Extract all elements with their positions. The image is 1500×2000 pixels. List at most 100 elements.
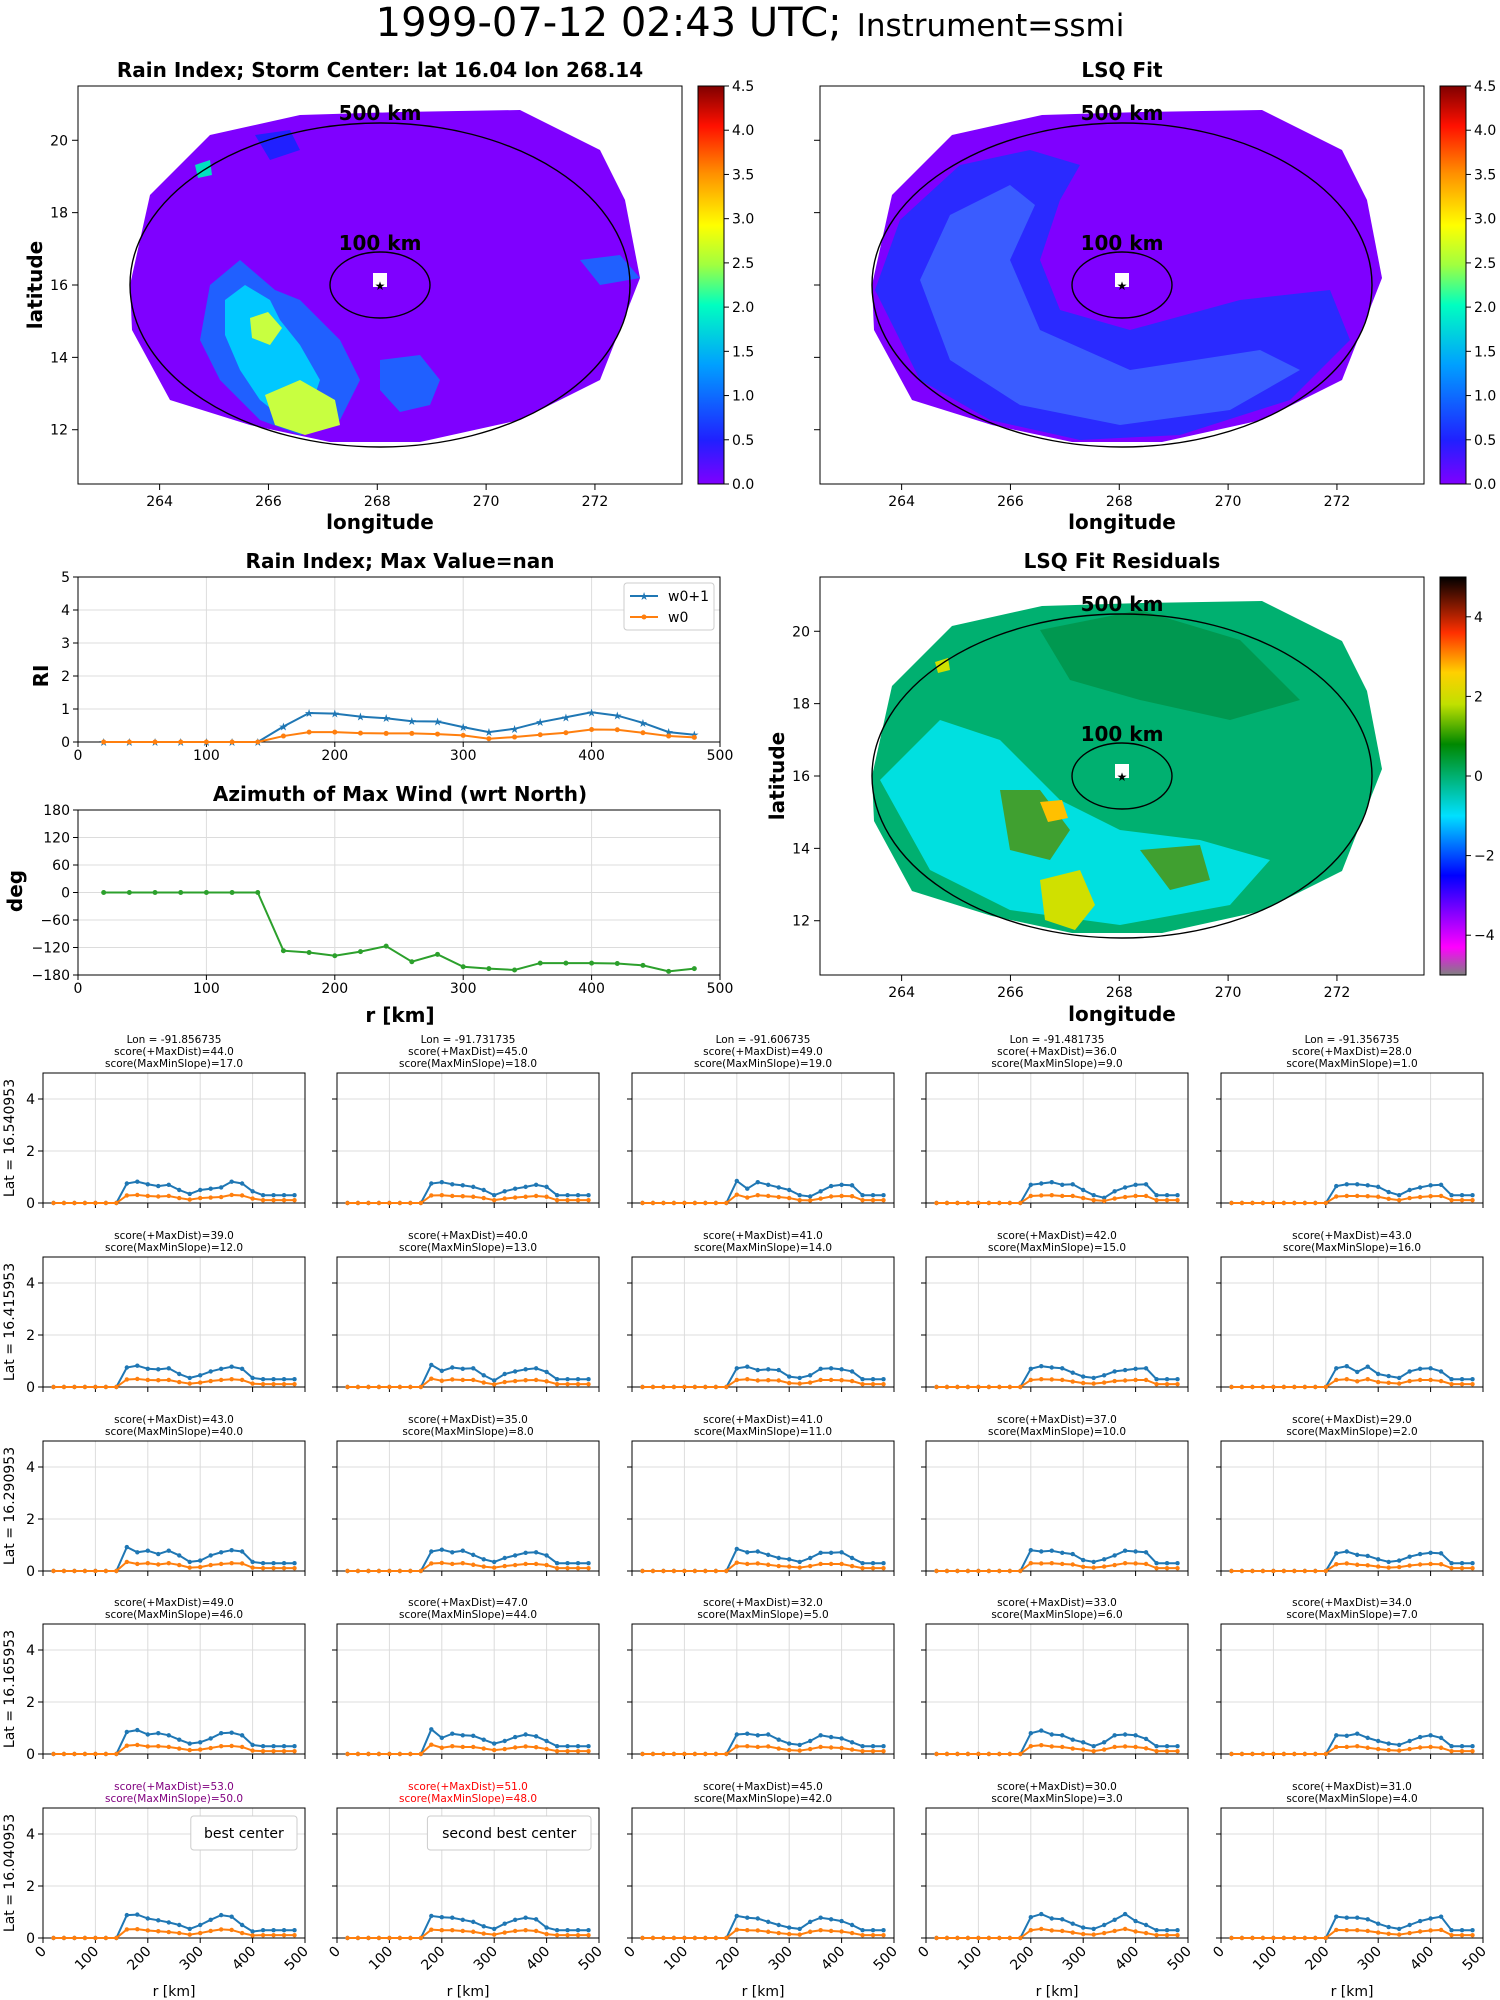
cell-series-w0-point [1122, 1194, 1128, 1200]
cell-series-w0-point [870, 1748, 876, 1754]
cell-series-w0-point [1323, 1935, 1329, 1941]
cell-series-w0-point [965, 1568, 971, 1574]
cell-series-w0p1-point [135, 1550, 140, 1555]
rain-index-series-1-line [103, 728, 695, 743]
cell-series-w0-point [1281, 1384, 1287, 1390]
cell-series-w0p1-point [755, 1916, 760, 1921]
cell-series-w0-point [944, 1751, 950, 1757]
cell-series-w0p1-point [229, 1914, 234, 1919]
candidate-cell: score(+MaxDist)=35.0score(MaxMinSlope)=8… [332, 1414, 600, 1576]
axes-frame [925, 1256, 1189, 1388]
cell-score-text: score(MaxMinSlope)=8.0 [402, 1426, 533, 1438]
cell-series-w0-point [229, 1377, 234, 1382]
azimuth-profile: Azimuth of Max Wind (wrt North) 0 100 200 3… [3, 782, 733, 1027]
rain-patch-far-east [580, 255, 640, 285]
cell-series-w0-point [1101, 1564, 1107, 1569]
cell-series-w0-point [450, 1744, 455, 1749]
cell-series-w0-point [502, 1196, 507, 1201]
cell-series-w0-point [512, 1745, 518, 1750]
cell-series-w0-point [1292, 1200, 1297, 1206]
cell-series-w0p1-point [1154, 1744, 1159, 1749]
cell-series-w0-point [1101, 1380, 1107, 1385]
xtick-label: 500 [1460, 1944, 1490, 1974]
ytick-label: 1 [61, 702, 70, 718]
rain-ring-500km [129, 122, 631, 448]
cell-series-w0p1-point [239, 1733, 245, 1738]
cell-series-w0-point [439, 1928, 444, 1933]
figure-title-instrument: Instrument=ssmi [857, 8, 1125, 44]
cell-series-w0p1-point [1154, 1193, 1159, 1198]
cell-series-w0-point [1112, 1928, 1117, 1934]
cell-series-w0p1-point [124, 1544, 130, 1550]
cell-series-w0-point [1229, 1384, 1234, 1390]
cell-series-w0-point [114, 1200, 119, 1206]
colorbar-tick-label: 2.0 [1474, 300, 1496, 316]
xtick-label: 200 [124, 1944, 154, 1974]
xtick-label: 300 [1355, 1944, 1385, 1974]
xtick-label: 200 [1007, 1944, 1037, 1974]
cell-series-w0-point [934, 1568, 939, 1574]
cell-series-w0-point [1271, 1935, 1276, 1941]
cell-series-w0-point [492, 1565, 497, 1570]
cell-series-w0p1-point [1070, 1737, 1075, 1742]
cell-series-w0p1-point [1133, 1918, 1138, 1924]
colorbar-tick-label: 2 [1474, 689, 1483, 705]
cell-series-w0p1-point [260, 1561, 266, 1566]
cell-series-w0p1-point [460, 1548, 465, 1553]
azimuth-profile-title: Azimuth of Max Wind (wrt North) [213, 782, 587, 806]
cell-series-w0-point [787, 1564, 792, 1569]
cell-series-w0p1-point [1365, 1364, 1370, 1369]
map-xtick-label: 272 [1324, 985, 1351, 1001]
xtick-label: 400 [1407, 1944, 1437, 1974]
cell-series-w0p1-point [1344, 1915, 1349, 1920]
cell-series-w0p1-point [281, 1377, 287, 1382]
rain-index-series-0-point: ★ [330, 708, 340, 721]
cell-series-w0p1-point [881, 1744, 886, 1749]
cell-series-w0-point [61, 1568, 67, 1574]
cell-series-w0p1-line [642, 1179, 884, 1204]
ytick-label: 60 [52, 858, 70, 874]
cell-series-w0-point [103, 1935, 109, 1941]
cell-score-text: score(+MaxDist)=40.0 [408, 1230, 528, 1242]
cell-series-w0-point [1018, 1568, 1023, 1574]
axes-frame [1220, 1807, 1484, 1939]
cell-series-w0-point [51, 1568, 56, 1574]
cell-series-w0-point [1250, 1568, 1255, 1574]
cell-series-w0-point [1091, 1748, 1096, 1754]
candidate-cell: Lon = -91.481735score(+MaxDist)=36.0scor… [921, 1034, 1189, 1208]
cell-score-text: Lon = -91.606735 [716, 1034, 811, 1046]
cell-series-w0p1-point [766, 1732, 771, 1737]
cell-series-w0-point [1344, 1377, 1349, 1382]
candidate-cell: score(+MaxDist)=42.0score(MaxMinSlope)=1… [921, 1230, 1189, 1392]
cell-series-w0p1-line [642, 1547, 884, 1572]
cell-series-w0-point [682, 1751, 687, 1757]
cell-series-w0-point [1091, 1565, 1096, 1570]
rain-index-series-0-point: ★ [612, 710, 622, 723]
cell-series-w0-point [408, 1200, 413, 1206]
cell-series-w0p1-point [1039, 1364, 1044, 1369]
cell-series-w0-point [1334, 1377, 1339, 1383]
cell-series-w0p1-point [429, 1549, 434, 1554]
cell-series-w0-point [881, 1381, 886, 1387]
cell-score-text: score(MaxMinSlope)=15.0 [988, 1242, 1126, 1254]
cell-series-w0-point [429, 1742, 434, 1747]
cell-series-w0p1-point [554, 1193, 560, 1198]
cell-series-w0p1-point [586, 1928, 591, 1933]
cell-series-w0-point [1229, 1935, 1234, 1941]
cell-series-w0-point [481, 1380, 486, 1385]
cell-series-w0p1-point [492, 1378, 497, 1383]
ytick-label: 4 [26, 1827, 35, 1843]
cell-series-w0-point [1271, 1751, 1276, 1757]
axes-frame [631, 1623, 895, 1755]
cell-series-w0p1-point [1417, 1918, 1423, 1924]
cell-series-w0-point [1386, 1380, 1391, 1386]
cell-score-text: score(MaxMinSlope)=10.0 [988, 1426, 1126, 1438]
cell-series-w0p1-point [1164, 1561, 1170, 1566]
xtick-label: 0 [326, 1944, 344, 1962]
cell-series-w0-point [586, 1381, 591, 1387]
cell-series-w0p1-point [292, 1928, 297, 1933]
cell-series-w0-point [575, 1197, 581, 1203]
cell-series-w0p1-point [860, 1928, 865, 1933]
cell-series-w0-point [1070, 1193, 1075, 1199]
cell-series-w0p1-point [460, 1183, 465, 1188]
